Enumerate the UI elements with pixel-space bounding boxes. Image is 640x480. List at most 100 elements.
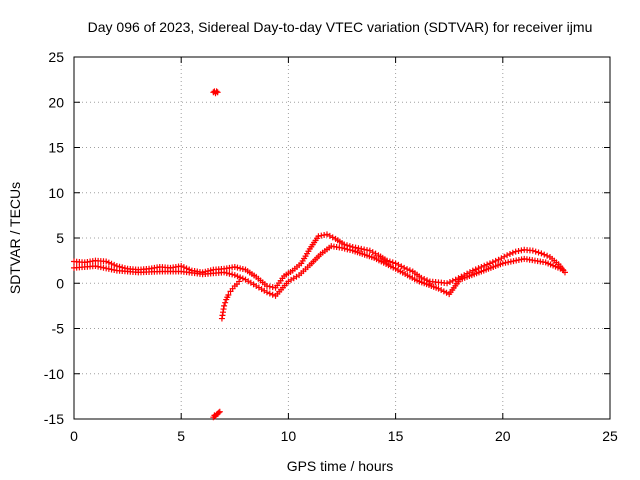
x-tick-label: 5	[177, 428, 185, 444]
data-point	[361, 246, 368, 253]
data-point	[541, 251, 548, 258]
x-tick-label: 10	[281, 428, 297, 444]
y-tick-label: 5	[56, 230, 64, 246]
data-point	[215, 409, 222, 416]
series-outliers-low	[210, 408, 223, 421]
data-markers	[71, 88, 568, 421]
y-tick-label: 20	[48, 94, 64, 110]
data-point	[544, 252, 551, 259]
data-point	[529, 247, 536, 254]
data-point	[443, 289, 450, 296]
data-point	[364, 247, 371, 254]
data-point	[266, 290, 273, 297]
data-point	[472, 266, 479, 273]
y-axis-label: SDTVAR / TECUs	[7, 182, 23, 294]
series-main-trace	[71, 231, 568, 291]
data-point	[263, 289, 270, 296]
series-outliers-high	[210, 88, 221, 97]
y-tick-label: 0	[56, 275, 64, 291]
data-point	[492, 257, 499, 264]
data-point	[506, 250, 513, 257]
data-point	[389, 259, 396, 266]
data-point	[216, 408, 223, 415]
data-point	[231, 272, 238, 279]
data-point	[504, 252, 511, 259]
y-tick-label: -5	[52, 321, 65, 337]
data-point	[225, 292, 232, 299]
data-point	[358, 245, 365, 252]
data-point	[237, 265, 244, 272]
data-point	[401, 264, 408, 271]
data-point	[538, 250, 545, 257]
data-point	[344, 246, 351, 253]
data-point	[355, 245, 362, 252]
data-point	[263, 282, 270, 289]
data-point	[515, 247, 522, 254]
data-point	[111, 261, 118, 268]
x-axis-label: GPS time / hours	[287, 458, 394, 474]
data-point	[213, 88, 220, 95]
data-point	[229, 271, 236, 278]
data-point	[237, 274, 244, 281]
data-point	[234, 264, 241, 271]
axis-ticks: 0 5 10 15 20 25 25 20 15 10 5 0 -5 -10 -15	[44, 49, 618, 444]
data-point	[214, 89, 221, 96]
data-point	[234, 273, 241, 280]
data-point	[178, 263, 185, 270]
grid-layer	[74, 57, 610, 419]
data-point	[486, 260, 493, 267]
x-tick-label: 15	[388, 428, 404, 444]
data-point	[222, 299, 229, 306]
y-tick-label: 15	[48, 140, 64, 156]
x-tick-label: 20	[495, 428, 511, 444]
data-point	[108, 260, 115, 267]
chart-title: Day 096 of 2023, Sidereal Day-to-day VTE…	[88, 19, 593, 35]
data-point	[469, 267, 476, 274]
data-point	[239, 275, 246, 282]
y-tick-label: 10	[48, 185, 64, 201]
data-point	[532, 248, 539, 255]
data-point	[347, 246, 354, 253]
data-point	[221, 269, 228, 276]
data-point	[404, 266, 411, 273]
data-point	[321, 231, 328, 238]
data-point	[226, 270, 233, 277]
data-point	[103, 258, 110, 265]
data-point	[318, 232, 325, 239]
data-point	[384, 257, 391, 264]
y-tick-label: 25	[48, 49, 64, 65]
x-tick-label: 0	[70, 428, 78, 444]
data-point	[406, 267, 413, 274]
data-point	[239, 265, 246, 272]
data-point	[341, 245, 348, 252]
data-point	[236, 278, 243, 285]
data-point	[269, 291, 276, 298]
data-point	[266, 283, 273, 290]
series-secondary-band	[71, 243, 566, 299]
data-point	[484, 261, 491, 268]
data-point	[438, 287, 445, 294]
data-point	[105, 259, 112, 266]
data-point	[444, 280, 451, 287]
data-point	[435, 285, 442, 292]
data-point	[269, 284, 276, 291]
y-tick-label: -15	[44, 411, 64, 427]
data-point	[509, 249, 516, 256]
y-tick-label: -10	[44, 366, 64, 382]
data-point	[449, 277, 456, 284]
data-point	[440, 288, 447, 295]
data-point	[339, 244, 345, 251]
data-point	[559, 266, 566, 273]
data-point	[221, 302, 228, 309]
data-point	[386, 258, 393, 265]
x-tick-label: 25	[602, 428, 618, 444]
data-point	[315, 233, 322, 240]
data-point	[512, 248, 519, 255]
data-point	[231, 263, 238, 270]
data-point	[535, 249, 542, 256]
data-point	[223, 270, 230, 277]
data-point	[446, 279, 453, 286]
data-point	[518, 247, 525, 254]
series-dip-feature	[218, 278, 243, 322]
